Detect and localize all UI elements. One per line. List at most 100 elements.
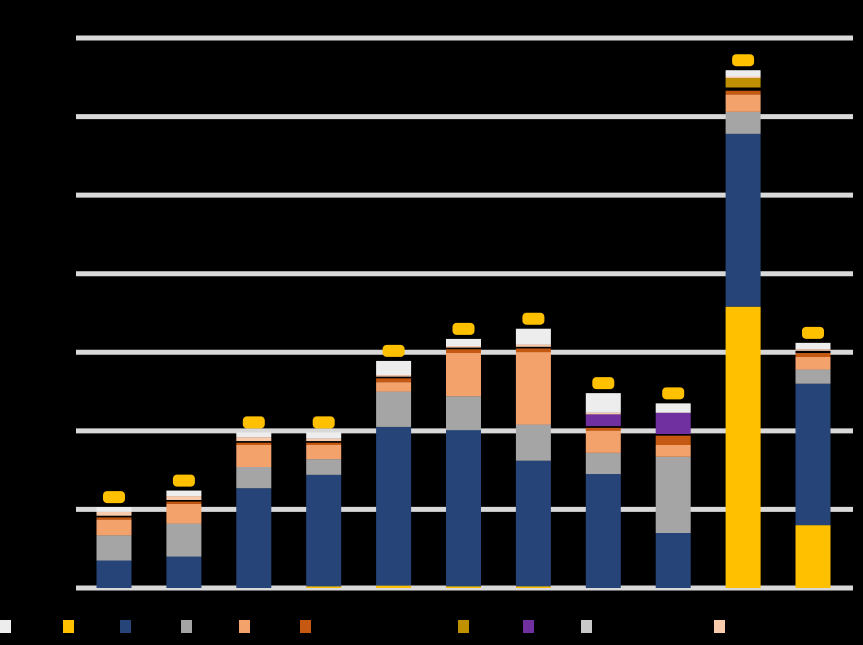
bar-segment-8-10 <box>655 403 691 413</box>
legend-swatch-1 <box>120 620 131 633</box>
bar-segment-10-10 <box>795 342 831 350</box>
bar-segment-5-2 <box>446 396 481 431</box>
legend-item-2 <box>181 620 192 633</box>
bar-total-label-4 <box>382 344 405 357</box>
bar-total-label-9 <box>732 54 755 67</box>
bar-segment-10-1 <box>795 383 831 526</box>
bar-segment-0-4 <box>96 517 132 520</box>
bar-segment-3-5 <box>306 441 342 443</box>
bar-segment-7-3 <box>585 430 621 453</box>
bar-segment-1-3 <box>166 503 202 524</box>
bar-segment-6-0 <box>515 586 551 588</box>
bar-segment-10-4 <box>795 353 831 357</box>
bar-segment-0-5 <box>96 515 132 518</box>
bar-segment-0-1 <box>96 560 132 588</box>
bar-segment-6-1 <box>515 460 551 587</box>
bar-segment-4-5 <box>376 376 412 379</box>
bar-segment-6-9 <box>515 344 551 347</box>
bar-segment-0-2 <box>96 535 132 561</box>
legend-swatch-2 <box>181 620 192 633</box>
bar-total-label-0 <box>103 491 125 504</box>
bar-segment-9-0 <box>725 306 761 588</box>
bar-segment-9-3 <box>725 94 761 112</box>
legend-item-4 <box>300 620 311 633</box>
bar-segment-7-2 <box>585 452 621 475</box>
bar-segment-5-9 <box>446 346 481 348</box>
bar-segment-9-9 <box>725 76 761 79</box>
legend-swatch-7 <box>523 620 534 633</box>
bar-segment-6-5 <box>515 346 551 349</box>
bar-segment-3-1 <box>306 474 342 587</box>
legend-item-6 <box>458 620 469 633</box>
legend-swatch-3 <box>239 620 250 633</box>
bar-segment-2-1 <box>236 488 272 588</box>
bar-total-label-6 <box>522 312 545 325</box>
bar-segment-4-0 <box>376 585 412 588</box>
legend-item-10 <box>0 620 11 633</box>
bar-segment-5-10 <box>446 338 481 346</box>
bar-segment-8-2 <box>655 456 691 533</box>
bar-segment-8-5 <box>655 434 691 436</box>
bar-segment-1-9 <box>166 496 202 500</box>
bar-total-label-10 <box>802 326 824 339</box>
bar-segment-2-3 <box>236 445 272 467</box>
bar-segment-2-9 <box>236 437 272 442</box>
bar-segment-0-3 <box>96 519 132 536</box>
bar-segment-4-3 <box>376 382 412 392</box>
bar-segment-1-2 <box>166 523 202 557</box>
legend-item-0 <box>63 620 74 633</box>
bar-segment-1-5 <box>166 500 202 502</box>
legend <box>0 620 863 636</box>
bar-segment-7-9 <box>585 412 621 415</box>
bar-segment-5-0 <box>446 586 481 588</box>
bar-segment-2-10 <box>236 432 272 438</box>
bar-segment-3-0 <box>306 586 342 588</box>
legend-swatch-10 <box>0 620 11 633</box>
bar-segment-3-4 <box>306 442 342 445</box>
bar-segment-4-9 <box>376 375 412 377</box>
bar-segment-4-4 <box>376 378 412 383</box>
bar-segment-0-9 <box>96 511 132 516</box>
bar-segment-4-1 <box>376 426 412 586</box>
bar-segment-6-10 <box>515 328 551 345</box>
legend-item-8 <box>581 620 592 633</box>
bar-segment-3-10 <box>306 432 342 439</box>
bar-segment-4-2 <box>376 391 412 427</box>
bar-segment-3-9 <box>306 438 342 442</box>
bar-segment-7-1 <box>585 474 621 588</box>
bar-segment-2-5 <box>236 441 272 443</box>
bar-segment-10-0 <box>795 525 831 588</box>
legend-item-9 <box>714 620 725 633</box>
bar-segment-1-10 <box>166 490 202 497</box>
bar-segment-7-7 <box>585 414 621 427</box>
bar-segment-5-1 <box>446 430 481 587</box>
bar-segment-0-10 <box>96 507 132 512</box>
bar-segment-5-4 <box>446 349 481 354</box>
bar-total-label-8 <box>662 387 685 400</box>
legend-item-1 <box>120 620 131 633</box>
bar-segment-6-3 <box>515 352 551 425</box>
bar-segment-8-4 <box>655 435 691 445</box>
legend-swatch-6 <box>458 620 469 633</box>
bar-segment-6-2 <box>515 424 551 461</box>
bar-segment-10-3 <box>795 357 831 370</box>
legend-swatch-4 <box>300 620 311 633</box>
bar-total-label-5 <box>452 322 475 335</box>
bar-total-label-2 <box>242 416 265 429</box>
bar-segment-7-4 <box>585 427 621 431</box>
bar-segment-8-1 <box>655 533 691 588</box>
bar-segment-1-1 <box>166 556 202 588</box>
bar-segment-10-9 <box>795 349 831 351</box>
bar-segment-9-4 <box>725 90 761 95</box>
bar-segment-9-1 <box>725 133 761 307</box>
bar-segment-3-2 <box>306 459 342 475</box>
bar-total-label-7 <box>592 377 615 390</box>
bar-segment-7-10 <box>585 393 621 413</box>
bar-segment-8-7 <box>655 412 691 434</box>
bar-segment-8-3 <box>655 445 691 457</box>
bar-segment-9-5 <box>725 87 761 91</box>
legend-swatch-9 <box>714 620 725 633</box>
bar-segment-4-10 <box>376 360 412 376</box>
bar-segment-3-3 <box>306 445 342 460</box>
